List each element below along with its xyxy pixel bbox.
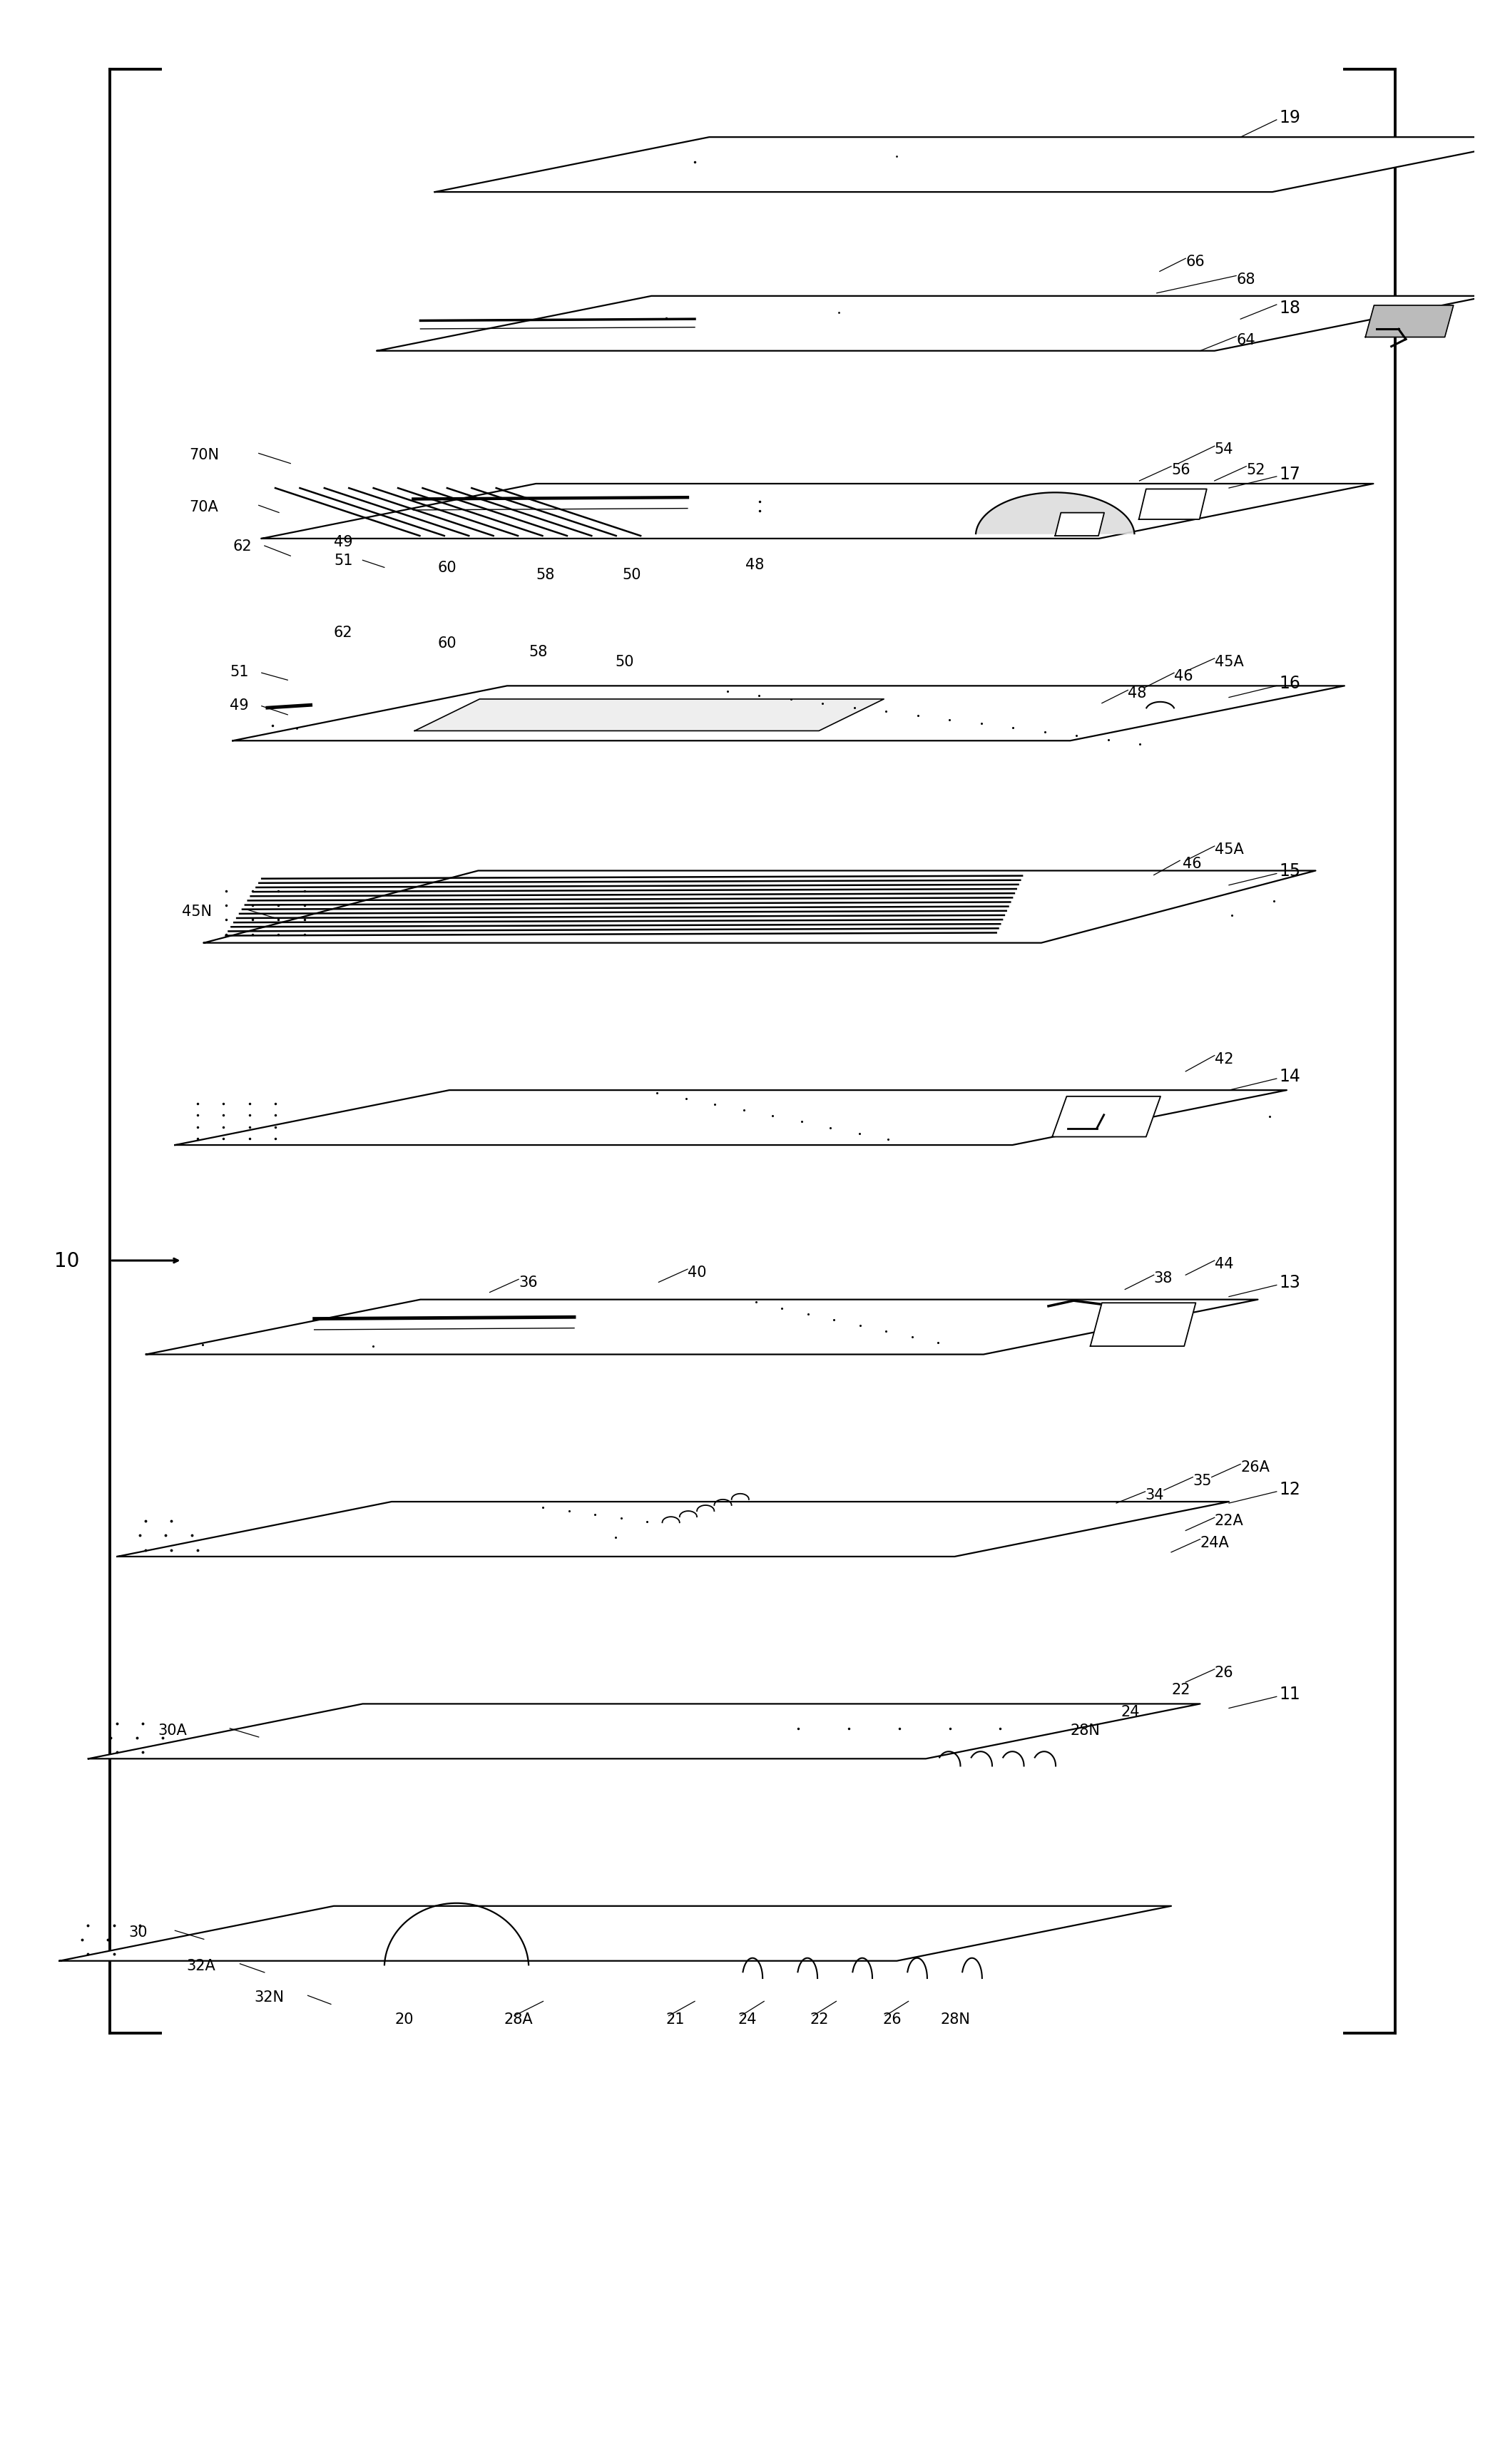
Text: 48: 48 bbox=[1127, 687, 1147, 700]
Text: 60: 60 bbox=[438, 636, 456, 650]
Text: 13: 13 bbox=[1279, 1274, 1300, 1291]
Polygon shape bbox=[975, 493, 1135, 535]
Polygon shape bbox=[233, 687, 1344, 742]
Text: 70N: 70N bbox=[190, 448, 220, 463]
Text: 36: 36 bbox=[519, 1276, 537, 1289]
Polygon shape bbox=[1139, 490, 1207, 520]
Text: 45A: 45A bbox=[1215, 843, 1243, 857]
Text: 62: 62 bbox=[334, 626, 352, 641]
Text: 28N: 28N bbox=[1070, 1722, 1100, 1737]
Text: 24: 24 bbox=[1121, 1705, 1139, 1717]
Text: 12: 12 bbox=[1279, 1481, 1300, 1498]
Text: 32N: 32N bbox=[254, 1991, 284, 2003]
Polygon shape bbox=[146, 1301, 1258, 1355]
Polygon shape bbox=[203, 872, 1315, 944]
Text: 46: 46 bbox=[1174, 670, 1193, 683]
Text: 20: 20 bbox=[394, 2011, 414, 2025]
Polygon shape bbox=[378, 296, 1488, 352]
Text: 68: 68 bbox=[1236, 271, 1255, 286]
Text: 16: 16 bbox=[1279, 675, 1300, 692]
Polygon shape bbox=[175, 1092, 1287, 1146]
Text: 50: 50 bbox=[623, 569, 641, 582]
Text: 30A: 30A bbox=[158, 1722, 187, 1737]
Text: 24A: 24A bbox=[1199, 1535, 1230, 1550]
Text: 35: 35 bbox=[1193, 1473, 1212, 1488]
Text: 66: 66 bbox=[1186, 254, 1204, 269]
Polygon shape bbox=[117, 1503, 1230, 1557]
Text: 56: 56 bbox=[1171, 463, 1190, 478]
Text: 60: 60 bbox=[438, 562, 456, 574]
Text: 48: 48 bbox=[745, 557, 765, 572]
Text: 49: 49 bbox=[230, 697, 248, 712]
Text: 26A: 26A bbox=[1240, 1461, 1270, 1473]
Text: 54: 54 bbox=[1215, 444, 1234, 456]
Text: 17: 17 bbox=[1279, 466, 1300, 483]
Text: 42: 42 bbox=[1215, 1052, 1234, 1067]
Polygon shape bbox=[435, 138, 1505, 192]
Text: 28N: 28N bbox=[941, 2011, 971, 2025]
Text: 22: 22 bbox=[810, 2011, 829, 2025]
Polygon shape bbox=[262, 485, 1374, 540]
Text: 30: 30 bbox=[129, 1924, 147, 1939]
Text: 58: 58 bbox=[528, 646, 548, 658]
Text: 51: 51 bbox=[334, 554, 352, 567]
Text: 46: 46 bbox=[1183, 857, 1201, 870]
Text: 26: 26 bbox=[882, 2011, 901, 2025]
Text: 32A: 32A bbox=[187, 1959, 215, 1974]
Text: 15: 15 bbox=[1279, 862, 1300, 880]
Text: 19: 19 bbox=[1279, 108, 1300, 126]
Text: 40: 40 bbox=[688, 1266, 706, 1279]
Text: 50: 50 bbox=[616, 655, 634, 668]
Polygon shape bbox=[1055, 513, 1105, 537]
Text: 34: 34 bbox=[1145, 1488, 1163, 1503]
Text: 64: 64 bbox=[1236, 333, 1255, 347]
Polygon shape bbox=[60, 1907, 1171, 1961]
Text: 49: 49 bbox=[334, 535, 352, 549]
Text: 62: 62 bbox=[233, 540, 251, 554]
Text: 44: 44 bbox=[1215, 1257, 1234, 1271]
Text: 38: 38 bbox=[1154, 1271, 1172, 1286]
Text: 51: 51 bbox=[230, 665, 248, 680]
Text: 11: 11 bbox=[1279, 1685, 1300, 1703]
Polygon shape bbox=[89, 1705, 1199, 1759]
Text: 70A: 70A bbox=[190, 500, 218, 515]
Text: 14: 14 bbox=[1279, 1067, 1300, 1084]
Polygon shape bbox=[415, 700, 883, 732]
Text: 24: 24 bbox=[737, 2011, 757, 2025]
Text: 22: 22 bbox=[1171, 1683, 1190, 1698]
Text: 58: 58 bbox=[536, 569, 555, 582]
Text: 45A: 45A bbox=[1215, 655, 1243, 668]
Text: 45N: 45N bbox=[182, 904, 212, 919]
Polygon shape bbox=[1052, 1096, 1160, 1138]
Text: 52: 52 bbox=[1246, 463, 1266, 478]
Text: 26: 26 bbox=[1215, 1666, 1234, 1680]
Text: 21: 21 bbox=[665, 2011, 685, 2025]
Text: 18: 18 bbox=[1279, 301, 1300, 318]
Polygon shape bbox=[1365, 306, 1454, 338]
Text: 22A: 22A bbox=[1215, 1513, 1243, 1528]
Text: 28A: 28A bbox=[504, 2011, 533, 2025]
Polygon shape bbox=[1090, 1303, 1196, 1345]
Text: 10: 10 bbox=[54, 1252, 80, 1271]
